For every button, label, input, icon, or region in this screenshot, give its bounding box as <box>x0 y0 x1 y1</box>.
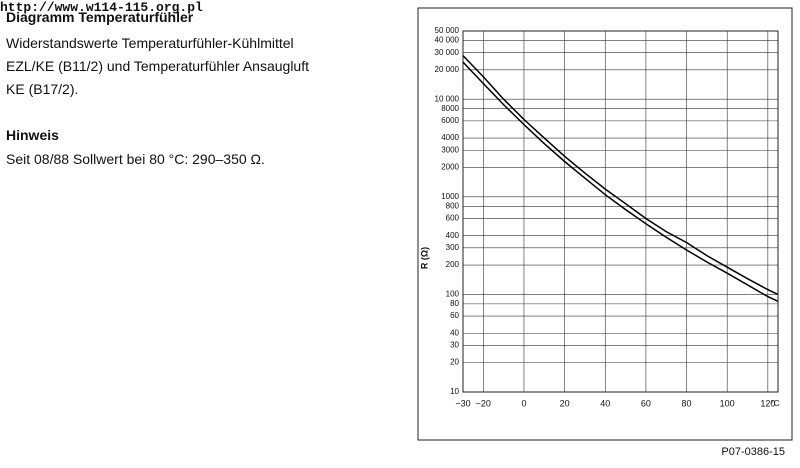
y-tick-label: 6000 <box>441 116 459 125</box>
plot-border <box>462 30 779 393</box>
y-tick-label: 200 <box>446 260 460 269</box>
y-tick-label: 1000 <box>441 192 459 201</box>
y-axis-label: R (Ω) <box>419 247 429 269</box>
y-tick-label: 20 <box>450 358 459 367</box>
y-tick-label: 40 000 <box>435 36 460 45</box>
description-line: EZL/KE (B11/2) und Temperaturfühler Ansa… <box>6 58 309 74</box>
description-line: KE (B17/2). <box>6 81 79 97</box>
y-tick-label: 600 <box>446 214 460 223</box>
y-tick-label: 20 000 <box>435 65 460 74</box>
note-text: Seit 08/88 Sollwert bei 80 °C: 290–350 Ω… <box>6 151 265 167</box>
x-tick-label: 80 <box>682 398 692 408</box>
note-title: Hinweis <box>6 127 59 143</box>
y-tick-label: 100 <box>446 290 460 299</box>
y-tick-label: 300 <box>446 243 460 252</box>
x-tick-label: 40 <box>600 398 610 408</box>
x-tick-label: 60 <box>641 398 651 408</box>
y-tick-label: 60 <box>450 311 459 320</box>
y-tick-label: 2000 <box>441 163 459 172</box>
curve <box>462 55 779 296</box>
y-tick-label: 4000 <box>441 133 459 142</box>
watermark-url: http://www.w114-115.org.pl <box>0 0 203 15</box>
curve <box>462 61 779 302</box>
y-tick-label: 40 <box>450 328 459 337</box>
x-tick-label: 120 <box>760 398 775 408</box>
title: Diagramm Temperaturfühler <box>6 9 194 25</box>
y-tick-label: 400 <box>446 231 460 240</box>
y-tick-label: 3000 <box>441 145 459 154</box>
y-tick-label: 50 000 <box>435 26 460 35</box>
x-tick-label: 100 <box>720 398 735 408</box>
y-tick-label: 30 000 <box>435 48 460 57</box>
chart-frame <box>417 7 793 441</box>
description-line: Widerstandswerte Temperaturfühler-Kühlmi… <box>6 35 294 51</box>
x-tick-label: −30 <box>455 398 470 408</box>
x-tick-label: 0 <box>521 398 526 408</box>
y-tick-label: 30 <box>450 341 459 350</box>
y-tick-label: 10 <box>450 387 459 396</box>
figure-id: P07-0386-15 <box>721 446 785 458</box>
x-tick-label: 20 <box>560 398 570 408</box>
y-tick-label: 8000 <box>441 104 459 113</box>
y-tick-label: 10 000 <box>435 94 460 103</box>
x-axis-unit: °C <box>771 399 780 408</box>
x-tick-label: −20 <box>476 398 491 408</box>
y-tick-label: 80 <box>450 299 459 308</box>
y-tick-label: 800 <box>446 201 460 210</box>
